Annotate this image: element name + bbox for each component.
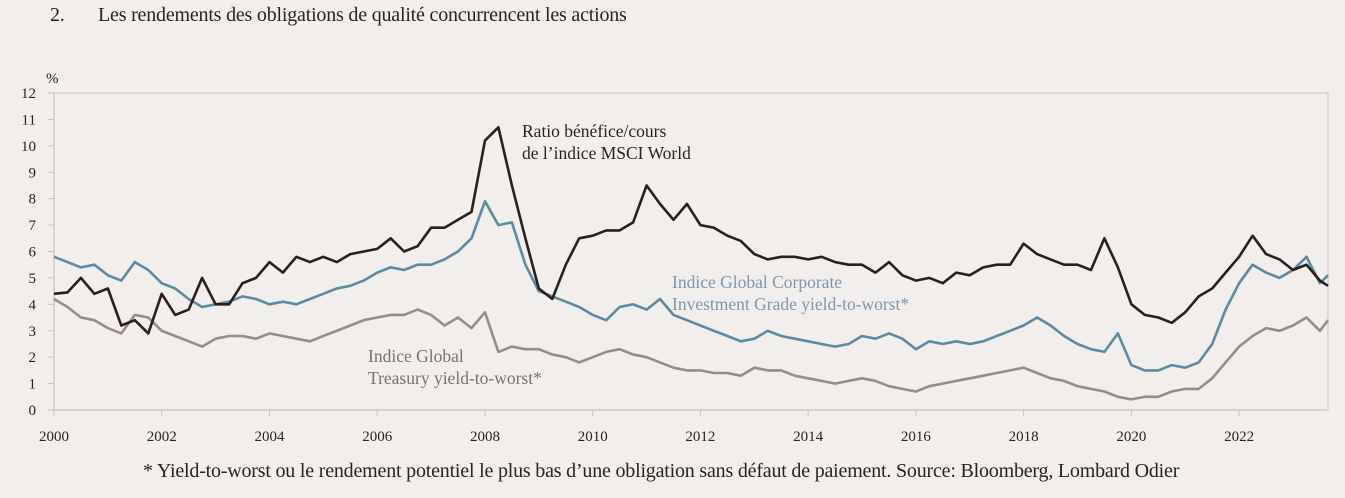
y-tick-label: 4 xyxy=(29,297,37,313)
y-tick-label: 10 xyxy=(21,139,36,155)
x-tick-label: 2020 xyxy=(1116,429,1146,445)
annotation-treasury: Indice Global xyxy=(368,346,464,366)
x-tick-label: 2018 xyxy=(1009,429,1039,445)
chart-title: 2. Les rendements des obligations de qual… xyxy=(50,4,627,27)
x-tick-label: 2010 xyxy=(578,429,608,445)
y-tick-label: 5 xyxy=(29,271,37,287)
x-tick-label: 2006 xyxy=(362,429,393,445)
annotation-treasury: Treasury yield-to-worst* xyxy=(368,368,542,388)
x-tick-label: 2008 xyxy=(470,429,500,445)
x-tick-label: 2004 xyxy=(254,429,285,445)
annotation-corporate: Investment Grade yield-to-worst* xyxy=(672,294,909,314)
annotation-msci: Ratio bénéfice/cours xyxy=(522,121,667,141)
y-tick-label: 6 xyxy=(29,245,37,261)
series-line-msci xyxy=(53,126,1329,335)
x-tick-label: 2000 xyxy=(39,429,69,445)
x-tick-label: 2012 xyxy=(685,429,715,445)
x-tick-label: 2002 xyxy=(147,429,177,445)
annotation-corporate: Indice Global Corporate xyxy=(672,272,842,292)
x-tick-label: 2016 xyxy=(901,429,932,445)
figure-number: 2. xyxy=(50,4,65,26)
annotation-msci: de l’indice MSCI World xyxy=(522,143,691,163)
y-axis-label: % xyxy=(46,71,59,87)
y-tick-label: 2 xyxy=(29,350,37,366)
footnote: * Yield-to-worst ou le rendement potenti… xyxy=(143,460,1180,482)
y-tick-label: 1 xyxy=(29,377,37,393)
x-tick-label: 2022 xyxy=(1224,429,1254,445)
y-tick-label: 11 xyxy=(22,112,36,128)
y-tick-label: 0 xyxy=(29,403,37,419)
series-lines xyxy=(53,126,1330,401)
y-tick-label: 9 xyxy=(29,165,37,181)
x-tick-label: 2014 xyxy=(793,429,824,445)
y-tick-label: 8 xyxy=(29,192,37,208)
series-line-corporate xyxy=(53,200,1329,372)
figure-title: Les rendements des obligations de qualit… xyxy=(98,4,627,26)
y-tick-label: 12 xyxy=(21,86,36,102)
series-line-treasury xyxy=(53,297,1330,401)
y-tick-label: 3 xyxy=(29,324,37,340)
y-tick-label: 7 xyxy=(29,218,37,234)
